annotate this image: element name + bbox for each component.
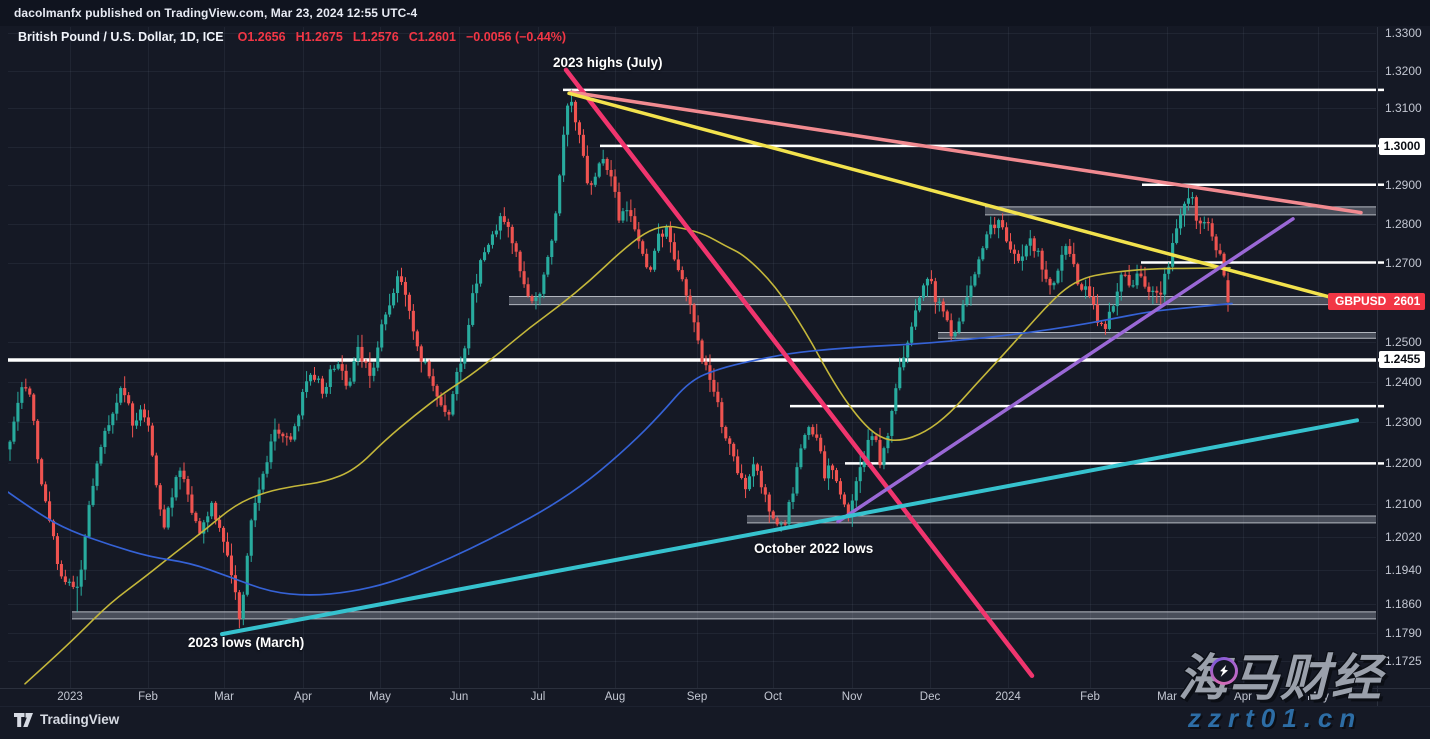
price-axis-label: 1.2900 bbox=[1385, 178, 1422, 193]
chart-annotation-text[interactable]: October 2022 lows bbox=[754, 541, 874, 556]
time-axis-label: Mar bbox=[1157, 691, 1177, 703]
change-value: −0.0056 (−0.44%) bbox=[465, 30, 567, 44]
price-axis-label: 1.2020 bbox=[1385, 530, 1422, 545]
time-axis-label: 2024 bbox=[995, 691, 1021, 703]
chart-annotation-text[interactable]: 2023 highs (July) bbox=[553, 55, 663, 70]
time-axis-label: Dec bbox=[919, 691, 941, 703]
chart-annotation-text[interactable]: 2023 lows (March) bbox=[188, 635, 305, 650]
price-axis-label: 1.2800 bbox=[1385, 216, 1422, 231]
price-axis-label: 1.3300 bbox=[1385, 26, 1422, 40]
price-axis-label: 1.2200 bbox=[1385, 456, 1422, 470]
price-axis-label: 1.2400 bbox=[1385, 375, 1422, 389]
symbol-title[interactable]: British Pound / U.S. Dollar, 1D, ICE bbox=[18, 30, 224, 44]
low-value: L1.2576 bbox=[352, 30, 399, 44]
time-axis-label: Aug bbox=[604, 691, 626, 703]
price-axis-label: 1.2455 bbox=[1379, 351, 1425, 369]
time-axis-label: Feb bbox=[1080, 691, 1100, 703]
price-axis-label: 1.2100 bbox=[1385, 496, 1422, 511]
footer-brand[interactable]: TradingView bbox=[14, 712, 119, 727]
time-axis-label: Sep bbox=[686, 691, 708, 703]
price-axis-label: 1.1790 bbox=[1385, 626, 1422, 641]
time-axis-label: Jun bbox=[449, 691, 469, 703]
price-axis-label: 1.1860 bbox=[1385, 596, 1422, 611]
time-axis-label: Oct bbox=[764, 691, 782, 703]
current-price-symbol-tag: GBPUSD bbox=[1328, 293, 1394, 310]
time-axis-label: Jul bbox=[530, 691, 546, 703]
time-axis-label: May bbox=[1307, 691, 1329, 703]
price-axis-label: 1.2500 bbox=[1385, 334, 1422, 349]
time-axis-label: 2023 bbox=[57, 691, 83, 703]
price-axis-divider bbox=[1377, 27, 1378, 706]
time-axis-divider bbox=[0, 688, 1430, 689]
price-axis-label: 1.1725 bbox=[1385, 653, 1422, 668]
open-value: O1.2656 bbox=[237, 30, 286, 44]
close-value: C1.2601 bbox=[408, 30, 456, 44]
time-axis-label: Apr bbox=[294, 691, 312, 703]
price-axis-label: 1.3000 bbox=[1379, 138, 1425, 156]
publish-attribution: dacolmanfx published on TradingView.com,… bbox=[14, 6, 418, 20]
publish-header-bar: dacolmanfx published on TradingView.com,… bbox=[0, 0, 1430, 26]
price-axis-label: 1.1940 bbox=[1385, 563, 1422, 578]
price-axis-label: 1.3200 bbox=[1385, 63, 1422, 78]
price-axis-label: 1.2700 bbox=[1385, 255, 1422, 270]
watermark-domain-text: zzrt01.cn bbox=[1188, 703, 1363, 733]
price-axis-label: 1.2300 bbox=[1385, 415, 1422, 430]
time-axis-label: Nov bbox=[841, 691, 863, 703]
lightning-bolt-icon bbox=[1210, 657, 1238, 685]
price-axis-label: 1.3100 bbox=[1385, 101, 1422, 116]
ohlc-readout: O1.2656 H1.2675 L1.2576 C1.2601 −0.0056 (−0.… bbox=[238, 30, 576, 44]
time-axis-label: Mar bbox=[214, 691, 234, 703]
symbol-info-bar[interactable]: British Pound / U.S. Dollar, 1D, ICE O1.2… bbox=[18, 30, 576, 46]
tradingview-brand-label: TradingView bbox=[40, 712, 120, 727]
tradingview-logo-icon bbox=[14, 712, 33, 727]
time-axis-label: May bbox=[369, 691, 391, 703]
high-value: H1.2675 bbox=[295, 30, 343, 44]
footer-divider bbox=[0, 706, 1430, 707]
time-axis-label: Feb bbox=[138, 691, 158, 703]
time-axis-label: Apr bbox=[1234, 691, 1252, 703]
